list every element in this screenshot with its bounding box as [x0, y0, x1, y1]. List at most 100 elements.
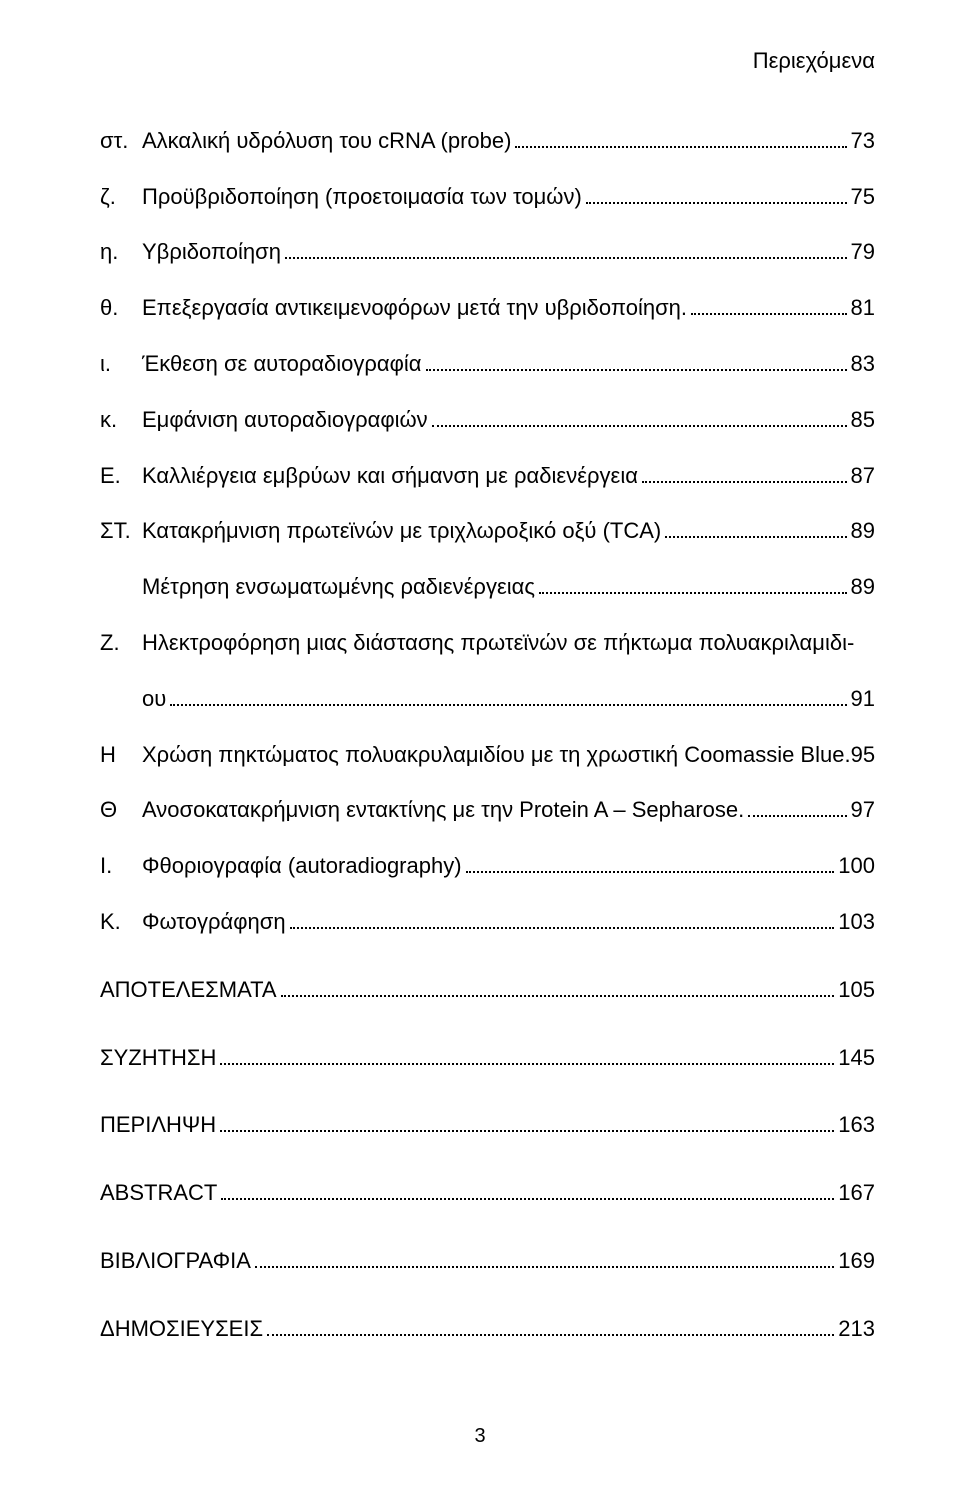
dot-leader	[221, 1178, 834, 1200]
toc-label: Κατακρήμνιση πρωτεϊνών με τριχλωροξικό ο…	[142, 510, 661, 552]
dot-leader	[515, 126, 846, 148]
toc-page: 83	[851, 343, 875, 385]
dot-leader	[255, 1246, 834, 1268]
dot-leader	[426, 349, 847, 371]
section-label: ABSTRACT	[100, 1172, 217, 1214]
toc-entry-k: κ. Εμφάνιση αυτοραδιογραφιών 85	[100, 399, 875, 441]
toc-marker: ι.	[100, 343, 142, 385]
toc-label: Μέτρηση ενσωματωμένης ραδιενέργειας	[142, 566, 535, 608]
toc-label: Χρώση πηκτώματος πολυακρυλαμιδίου με τη …	[142, 734, 851, 776]
toc-marker: Ζ.	[100, 622, 142, 664]
toc-entry-th: θ. Επεξεργασία αντικειμενοφόρων μετά την…	[100, 287, 875, 329]
section-group: ΔΗΜΟΣΙΕΥΣΕΙΣ 213	[100, 1308, 875, 1350]
dot-leader	[285, 238, 847, 260]
section-discussion: ΣΥΖΗΤΗΣΗ 145	[100, 1037, 875, 1079]
toc-page: 103	[838, 901, 875, 943]
toc-marker: Ε.	[100, 455, 142, 497]
section-biblio: ΒΙΒΛΙΟΓΡΑΦΙΑ 169	[100, 1240, 875, 1282]
page: Περιεχόμενα στ. Αλκαλική υδρόλυση του cR…	[0, 0, 960, 1485]
section-page: 213	[838, 1308, 875, 1350]
section-page: 163	[838, 1104, 875, 1146]
toc-marker: Κ.	[100, 901, 142, 943]
footer-page-number: 3	[0, 1417, 960, 1455]
toc-label: ου	[142, 678, 166, 720]
toc-label: Υβριδοποίηση	[142, 231, 281, 273]
section-group: ΑΠΟΤΕΛΕΣΜΑΤΑ 105	[100, 969, 875, 1011]
toc-marker: ΣΤ.	[100, 510, 142, 552]
toc-page: 75	[851, 176, 875, 218]
toc-label: Έκθεση σε αυτοραδιογραφία	[142, 343, 422, 385]
toc-marker: Ι.	[100, 845, 142, 887]
toc-entry-H: Η Χρώση πηκτώματος πολυακρυλαμιδίου με τ…	[100, 734, 875, 776]
section-page: 145	[838, 1037, 875, 1079]
toc-entry-K: Κ. Φωτογράφηση 103	[100, 901, 875, 943]
dot-leader	[466, 851, 835, 873]
section-label: ΠΕΡΙΛΗΨΗ	[100, 1104, 216, 1146]
toc-entry-ST: ΣΤ. Κατακρήμνιση πρωτεϊνών με τριχλωροξι…	[100, 510, 875, 552]
toc-marker: ζ.	[100, 176, 142, 218]
section-group: ΒΙΒΛΙΟΓΡΑΦΙΑ 169	[100, 1240, 875, 1282]
dot-leader	[290, 907, 835, 929]
dot-leader	[586, 182, 847, 204]
section-summary: ΠΕΡΙΛΗΨΗ 163	[100, 1104, 875, 1146]
toc-page: 89	[851, 510, 875, 552]
toc-entry-E: Ε. Καλλιέργεια εμβρύων και σήμανση με ρα…	[100, 455, 875, 497]
dot-leader	[642, 461, 847, 483]
dot-leader	[220, 1043, 834, 1065]
toc-entry-ST-sub: Μέτρηση ενσωματωμένης ραδιενέργειας 89	[100, 566, 875, 608]
toc-marker: Θ	[100, 789, 142, 831]
toc-marker: Η	[100, 734, 142, 776]
toc-label: Προϋβριδοποίηση (προετοιμασία των τομών)	[142, 176, 582, 218]
dot-leader	[170, 684, 846, 706]
section-page: 169	[838, 1240, 875, 1282]
dot-leader	[665, 517, 846, 539]
toc-label: Καλλιέργεια εμβρύων και σήμανση με ραδιε…	[142, 455, 638, 497]
section-group: ΠΕΡΙΛΗΨΗ 163	[100, 1104, 875, 1146]
toc-page: 95	[851, 734, 875, 776]
toc-entry-z: ζ. Προϋβριδοποίηση (προετοιμασία των τομ…	[100, 176, 875, 218]
section-group: ΣΥΖΗΤΗΣΗ 145	[100, 1037, 875, 1079]
toc-label: Επεξεργασία αντικειμενοφόρων μετά την υβ…	[142, 287, 687, 329]
toc-page: 73	[851, 120, 875, 162]
toc-label: Αλκαλική υδρόλυση του cRNA (probe)	[142, 120, 511, 162]
section-label: ΣΥΖΗΤΗΣΗ	[100, 1037, 216, 1079]
section-group: ABSTRACT 167	[100, 1172, 875, 1214]
toc-entry-i: ι. Έκθεση σε αυτοραδιογραφία 83	[100, 343, 875, 385]
toc-marker: στ.	[100, 120, 142, 162]
dot-leader	[267, 1314, 834, 1336]
toc-page: 87	[851, 455, 875, 497]
dot-leader	[691, 293, 847, 315]
toc-page: 97	[851, 789, 875, 831]
section-label: ΔΗΜΟΣΙΕΥΣΕΙΣ	[100, 1308, 263, 1350]
toc-marker: η.	[100, 231, 142, 273]
dot-leader	[539, 572, 847, 594]
toc-label: Φωτογράφηση	[142, 901, 286, 943]
toc-marker: κ.	[100, 399, 142, 441]
section-page: 167	[838, 1172, 875, 1214]
toc-label: Εμφάνιση αυτοραδιογραφιών	[142, 399, 428, 441]
section-abstract: ABSTRACT 167	[100, 1172, 875, 1214]
toc-entry-st: στ. Αλκαλική υδρόλυση του cRNA (probe) 7…	[100, 120, 875, 162]
toc-page: 91	[851, 678, 875, 720]
toc-label: Ανοσοκατακρήμνιση εντακτίνης με την Prot…	[142, 789, 744, 831]
toc-label: Ηλεκτροφόρηση μιας διάστασης πρωτεϊνών σ…	[142, 622, 854, 664]
dot-leader	[220, 1111, 834, 1133]
section-label: ΑΠΟΤΕΛΕΣΜΑΤΑ	[100, 969, 277, 1011]
dot-leader	[432, 405, 847, 427]
toc-entry-I: Ι. Φθοριογραφία (autoradiography) 100	[100, 845, 875, 887]
section-results: ΑΠΟΤΕΛΕΣΜΑΤΑ 105	[100, 969, 875, 1011]
toc-page: 85	[851, 399, 875, 441]
dot-leader	[281, 975, 835, 997]
toc-entry-TH: Θ Ανοσοκατακρήμνιση εντακτίνης με την Pr…	[100, 789, 875, 831]
toc-page: 100	[838, 845, 875, 887]
toc-label: Φθοριογραφία (autoradiography)	[142, 845, 462, 887]
running-head: Περιεχόμενα	[100, 40, 875, 82]
toc-entry-Z-line1: Ζ. Ηλεκτροφόρηση μιας διάστασης πρωτεϊνώ…	[100, 622, 875, 664]
toc-page: 79	[851, 231, 875, 273]
toc-page: 89	[851, 566, 875, 608]
toc-entry-h: η. Υβριδοποίηση 79	[100, 231, 875, 273]
section-label: ΒΙΒΛΙΟΓΡΑΦΙΑ	[100, 1240, 251, 1282]
dot-leader	[748, 796, 846, 818]
section-pubs: ΔΗΜΟΣΙΕΥΣΕΙΣ 213	[100, 1308, 875, 1350]
toc-page: 81	[851, 287, 875, 329]
